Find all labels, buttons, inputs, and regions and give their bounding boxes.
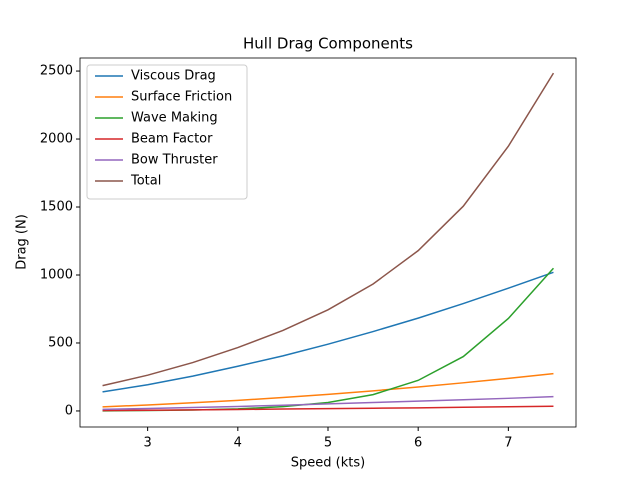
x-tick-label: 5 [324, 436, 332, 451]
x-axis-label: Speed (kts) [291, 456, 365, 471]
plot-frame [79, 57, 577, 428]
series-line [102, 395, 554, 411]
y-axis-label: Drag (N) [15, 214, 30, 270]
x-tick-label: 4 [234, 436, 242, 451]
y-tick-label: 0 [65, 403, 73, 418]
y-tick-label: 2500 [40, 64, 73, 79]
x-tick-label: 3 [143, 436, 151, 451]
y-tick-label: 1000 [40, 267, 73, 282]
y-tick-label: 500 [48, 335, 73, 350]
legend-label: Wave Making [131, 111, 218, 126]
legend-box [86, 64, 248, 200]
legend-label: Beam Factor [131, 132, 213, 147]
legend-label: Bow Thruster [131, 153, 218, 168]
legend-label: Total [130, 174, 161, 189]
legend-label: Viscous Drag [131, 69, 216, 84]
legend-label: Surface Friction [131, 90, 232, 105]
x-tick-label: 7 [504, 436, 512, 451]
chart-title: Hull Drag Components [243, 35, 413, 53]
series-line [102, 405, 554, 412]
series-line [102, 271, 554, 393]
y-tick-label: 2000 [40, 132, 73, 147]
series-line [102, 72, 555, 387]
x-tick-label: 6 [414, 436, 422, 451]
series-line [102, 372, 554, 408]
y-tick-label: 1500 [40, 200, 73, 215]
